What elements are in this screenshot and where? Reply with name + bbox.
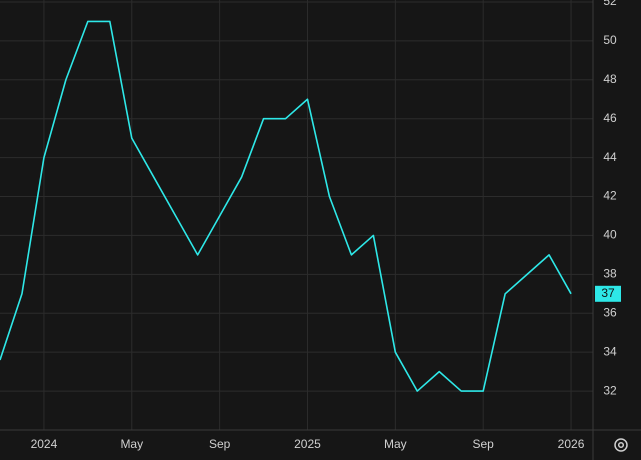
x-tick-label: May <box>120 437 143 451</box>
x-tick-label: 2025 <box>294 437 321 451</box>
series-line <box>0 20 572 392</box>
y-tick-label: 44 <box>603 150 617 164</box>
y-tick-label: 34 <box>603 344 617 358</box>
y-tick-label: 42 <box>603 189 617 203</box>
x-tick-label: Sep <box>473 437 495 451</box>
settings-icon[interactable] <box>614 438 628 452</box>
grid <box>0 0 593 430</box>
y-tick-label: 38 <box>603 267 617 281</box>
x-tick-label: 2024 <box>31 437 58 451</box>
y-tick-label: 46 <box>603 111 617 125</box>
x-tick-label: May <box>384 437 407 451</box>
y-tick-label: 48 <box>603 72 617 86</box>
y-tick-label: 36 <box>603 305 617 319</box>
last-value-tag: 37 <box>601 286 615 300</box>
plot-area <box>0 20 572 392</box>
y-tick-label: 32 <box>603 383 617 397</box>
y-tick-label: 50 <box>603 33 617 47</box>
axis-labels: 32 34 36 38 40 42 44 46 48 50 52 2024 May Sep 2025 May S… <box>31 0 621 451</box>
y-tick-label: 52 <box>603 0 617 8</box>
last-value-tag-bg <box>595 285 621 302</box>
y-tick-label: 40 <box>603 228 617 242</box>
x-tick-label: 2026 <box>558 437 585 451</box>
x-tick-label: Sep <box>209 437 231 451</box>
